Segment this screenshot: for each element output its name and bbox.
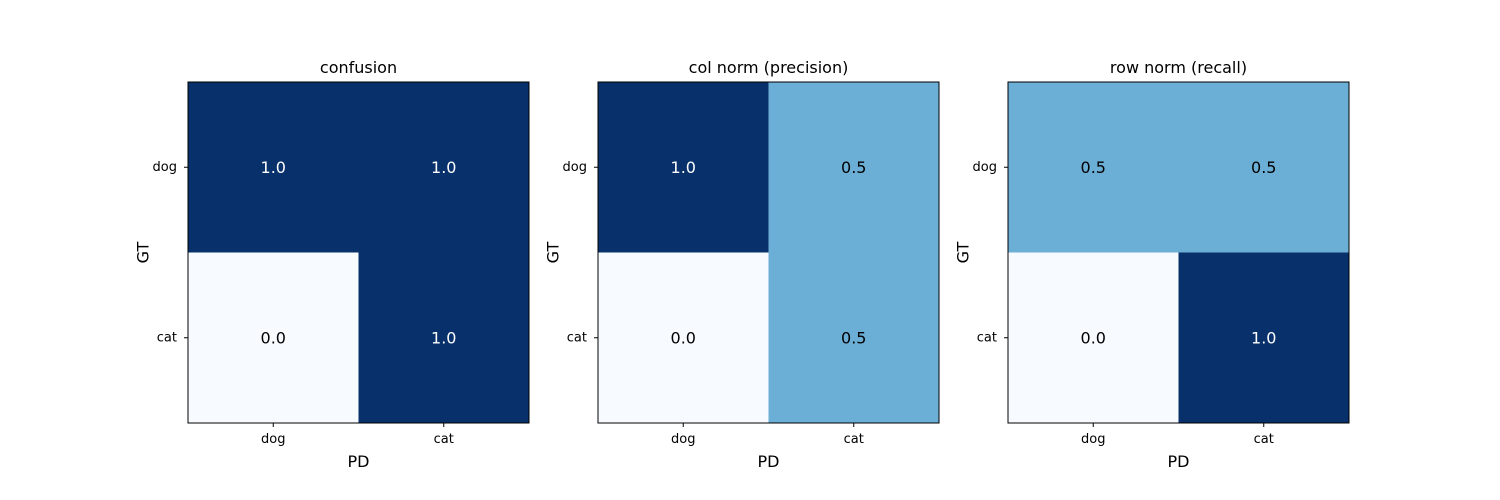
heatmap-cell — [358, 82, 530, 253]
plot-frame — [597, 81, 940, 424]
cell-value-label: 1.0 — [431, 158, 456, 177]
heatmap-cell — [1178, 82, 1350, 253]
heatmap-cell — [598, 252, 769, 424]
cell-value-label: 1.0 — [1251, 328, 1276, 347]
x-tick-label: dog — [671, 432, 695, 447]
x-tick-label: cat — [1254, 432, 1274, 447]
heatmap-panel-2: 1.0 0.5 0.0 0.5 dog cat dog cat col norm (precis… — [544, 58, 940, 471]
y-axis-label: GT — [134, 241, 153, 263]
cell-value-label: 1.0 — [671, 158, 696, 177]
cell-value-label: 0.0 — [1081, 328, 1106, 347]
heatmap-cell — [358, 252, 530, 424]
heatmap-cell — [188, 82, 359, 253]
y-tick-label: cat — [567, 330, 587, 345]
x-tick-label: dog — [261, 432, 285, 447]
cell-value-label: 0.0 — [671, 328, 696, 347]
chart-title: confusion — [320, 58, 397, 77]
heatmap-cell — [1178, 252, 1350, 424]
y-tick-label: dog — [563, 160, 587, 175]
cell-value-label: 0.5 — [841, 328, 866, 347]
y-tick-label: cat — [157, 330, 177, 345]
chart-title: row norm (recall) — [1110, 58, 1247, 77]
heatmap-cell — [768, 82, 940, 253]
x-tick-label: dog — [1081, 432, 1105, 447]
heatmap-cell — [1008, 252, 1179, 424]
cell-value-label: 0.5 — [841, 158, 866, 177]
cell-value-label: 0.5 — [1081, 158, 1106, 177]
heatmap-panel-1: 1.0 1.0 0.0 1.0 dog cat dog cat confusion PD GT — [134, 58, 530, 471]
cell-value-label: 0.0 — [261, 328, 286, 347]
heatmap-cell — [188, 252, 359, 424]
cell-value-label: 1.0 — [431, 328, 456, 347]
y-tick-label: cat — [977, 330, 997, 345]
y-tick-label: dog — [973, 160, 997, 175]
x-tick-label: cat — [434, 432, 454, 447]
x-axis-label: PD — [348, 452, 370, 471]
x-tick-label: cat — [844, 432, 864, 447]
y-axis-label: GT — [544, 241, 563, 263]
cell-value-label: 0.5 — [1251, 158, 1276, 177]
y-tick-label: dog — [153, 160, 177, 175]
plot-frame — [1007, 81, 1350, 424]
heatmap-cell — [768, 252, 940, 424]
y-axis-label: GT — [954, 241, 973, 263]
heatmap-cell — [598, 82, 769, 253]
x-axis-label: PD — [758, 452, 780, 471]
chart-title: col norm (precision) — [689, 58, 849, 77]
cell-value-label: 1.0 — [261, 158, 286, 177]
heatmap-cell — [1008, 82, 1179, 253]
x-axis-label: PD — [1168, 452, 1190, 471]
plot-frame — [187, 81, 530, 424]
heatmap-panel-3: 0.5 0.5 0.0 1.0 dog cat dog cat row norm (recall… — [954, 58, 1350, 471]
